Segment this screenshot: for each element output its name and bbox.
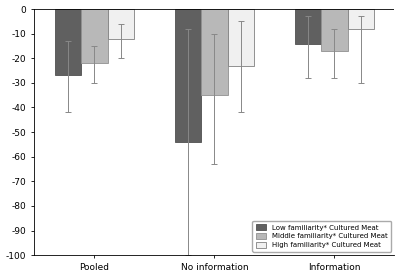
- Bar: [108, 9, 134, 39]
- Bar: [81, 9, 108, 63]
- Bar: [55, 9, 81, 76]
- Legend: Low familiarity* Cultured Meat, Middle familiarity* Cultured Meat, High familiar: Low familiarity* Cultured Meat, Middle f…: [252, 221, 391, 252]
- Bar: [228, 9, 254, 66]
- Bar: [321, 9, 348, 51]
- Bar: [175, 9, 201, 142]
- Bar: [295, 9, 321, 43]
- Bar: [348, 9, 374, 29]
- Bar: [201, 9, 228, 95]
